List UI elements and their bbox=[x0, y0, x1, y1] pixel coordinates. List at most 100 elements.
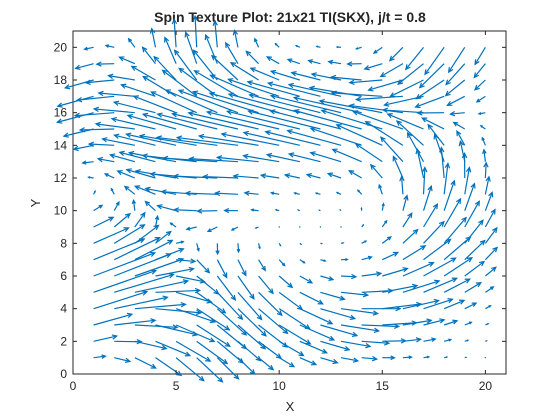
spin-arrow bbox=[175, 308, 217, 324]
spin-arrow bbox=[287, 82, 342, 97]
spin-arrow bbox=[242, 130, 300, 146]
spin-arrow bbox=[340, 226, 342, 228]
spin-arrow bbox=[236, 243, 241, 254]
spin-arrow bbox=[237, 340, 262, 362]
spin-arrow bbox=[299, 242, 303, 246]
spin-arrow bbox=[155, 230, 172, 244]
spin-arrow bbox=[309, 127, 362, 146]
spin-arrow bbox=[93, 334, 119, 342]
spin-arrow bbox=[250, 208, 259, 212]
spin-arrow bbox=[192, 14, 198, 48]
spin-arrow bbox=[278, 340, 305, 357]
spin-arrow bbox=[310, 72, 342, 81]
y-tick-label: 20 bbox=[54, 40, 68, 54]
spin-arrow bbox=[381, 202, 385, 211]
spin-arrow bbox=[153, 55, 177, 81]
spin-arrow bbox=[155, 266, 195, 277]
spin-arrow bbox=[141, 46, 156, 65]
y-tick-label: 6 bbox=[60, 269, 67, 283]
spin-arrow bbox=[92, 106, 135, 114]
spin-arrow bbox=[220, 132, 280, 146]
spin-arrow bbox=[299, 308, 334, 325]
spin-arrow bbox=[382, 355, 396, 361]
spin-arrow bbox=[287, 152, 321, 163]
spin-arrow bbox=[144, 200, 156, 212]
spin-arrow bbox=[364, 120, 404, 146]
spin-arrow bbox=[193, 70, 239, 97]
spin-arrow bbox=[123, 185, 136, 195]
spin-arrow bbox=[196, 324, 231, 348]
spin-arrow bbox=[305, 173, 321, 179]
spin-arrow bbox=[339, 208, 342, 212]
spin-arrow bbox=[237, 275, 255, 300]
spin-arrow bbox=[361, 255, 373, 261]
spin-arrow bbox=[196, 291, 227, 314]
spin-arrow bbox=[326, 172, 342, 179]
spin-arrow bbox=[87, 141, 115, 147]
spin-arrow bbox=[131, 198, 137, 211]
plot-area: 0 5 10 15 20 0 2 4 6 8 10 12 14 16 18 20 bbox=[54, 14, 507, 393]
spin-arrow bbox=[320, 357, 339, 365]
spin-arrow bbox=[382, 251, 400, 261]
spin-arrow bbox=[215, 243, 220, 256]
spin-arrow bbox=[402, 298, 440, 310]
spin-arrow bbox=[348, 79, 383, 86]
spin-arrow bbox=[320, 324, 359, 337]
spin-arrow bbox=[150, 91, 197, 114]
spin-arrow bbox=[134, 302, 187, 310]
spin-arrow bbox=[175, 340, 212, 362]
spin-arrow bbox=[216, 291, 244, 321]
spin-arrow bbox=[155, 287, 202, 294]
spin-arrow bbox=[340, 291, 370, 298]
spin-arrow bbox=[427, 123, 445, 146]
spin-arrow bbox=[286, 129, 342, 146]
spin-arrow bbox=[414, 95, 445, 109]
x-axis-ticks: 0 5 10 15 20 bbox=[70, 31, 492, 393]
y-tick-label: 4 bbox=[60, 302, 67, 316]
spin-arrow bbox=[191, 90, 259, 114]
spin-arrow bbox=[269, 94, 342, 114]
spin-arrow bbox=[402, 279, 441, 293]
spin-arrow bbox=[185, 226, 197, 231]
spin-arrow bbox=[464, 339, 470, 342]
spin-arrow bbox=[114, 318, 157, 326]
spin-arrow bbox=[293, 192, 300, 195]
spin-arrow bbox=[243, 190, 259, 196]
spin-arrow bbox=[382, 338, 407, 344]
spin-arrow bbox=[423, 238, 452, 261]
spin-arrow bbox=[197, 133, 259, 146]
spin-arrow bbox=[423, 220, 445, 244]
spin-arrow bbox=[161, 69, 198, 97]
spin-arrow bbox=[290, 71, 321, 81]
spin-arrow bbox=[464, 302, 478, 310]
spin-arrow bbox=[156, 204, 177, 212]
spin-arrow bbox=[93, 251, 157, 277]
spin-arrow bbox=[266, 81, 321, 97]
spin-arrow bbox=[258, 357, 275, 371]
spin-arrow bbox=[341, 273, 358, 280]
spin-arrow bbox=[382, 267, 409, 277]
spin-arrow bbox=[116, 170, 136, 179]
spin-arrow bbox=[118, 150, 156, 163]
spin-arrow bbox=[331, 148, 362, 163]
spin-arrow bbox=[299, 226, 301, 228]
spin-arrow bbox=[227, 78, 280, 97]
spin-arrow bbox=[126, 113, 177, 130]
spin-arrow bbox=[452, 121, 466, 130]
spin-arrow bbox=[196, 259, 211, 274]
spin-arrow bbox=[212, 19, 218, 48]
spin-arrow bbox=[274, 42, 280, 48]
spin-arrow bbox=[120, 83, 156, 97]
y-tick-label: 16 bbox=[54, 106, 68, 120]
spin-arrow bbox=[423, 277, 458, 293]
spin-arrow bbox=[196, 357, 224, 383]
spin-arrow bbox=[479, 125, 486, 130]
spin-arrow bbox=[363, 63, 383, 71]
spin-arrow bbox=[248, 93, 321, 114]
spin-arrow bbox=[346, 61, 362, 67]
spin-arrow bbox=[224, 41, 239, 64]
spin-arrow bbox=[114, 273, 175, 293]
spin-arrow bbox=[484, 226, 498, 244]
spin-arrow bbox=[422, 184, 433, 211]
spin-arrow bbox=[196, 308, 231, 331]
